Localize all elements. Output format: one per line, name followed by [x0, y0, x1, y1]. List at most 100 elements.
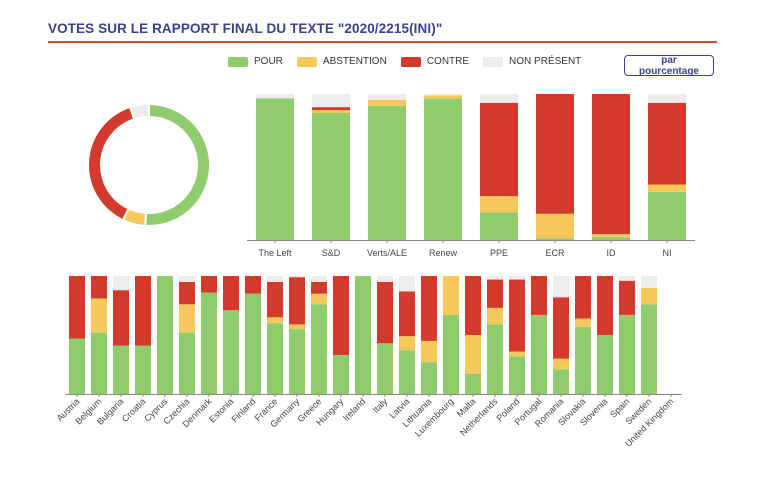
- bar-segment-estonia-contre[interactable]: [223, 276, 239, 311]
- legend-item-pour[interactable]: POUR: [228, 56, 283, 67]
- legend-item-contre[interactable]: CONTRE: [400, 56, 469, 67]
- bar-segment-italy-pour[interactable]: [377, 343, 393, 394]
- bar-segment-ni-non-present[interactable]: [648, 94, 686, 103]
- bar-segment-verts-ale-pour[interactable]: [368, 105, 406, 241]
- bar-segment-luxembourg-pour[interactable]: [443, 314, 459, 394]
- bar-segment-estonia-pour[interactable]: [223, 310, 239, 394]
- bar-segment-renew-non-present[interactable]: [424, 94, 462, 96]
- bar-segment-greece-contre[interactable]: [311, 281, 327, 294]
- bar-segment-portugal-pour[interactable]: [531, 314, 547, 394]
- bar-segment-verts-ale-abstention[interactable]: [368, 99, 406, 106]
- bar-segment-ecr-abstention[interactable]: [536, 213, 574, 239]
- bar-segment-greece-abstention[interactable]: [311, 293, 327, 305]
- bar-segment-denmark-pour[interactable]: [201, 292, 217, 394]
- bar-segment-bulgaria-non-present[interactable]: [113, 276, 129, 291]
- bar-segment-netherlands-non-present[interactable]: [487, 276, 503, 280]
- bar-segment-spain-contre[interactable]: [619, 280, 635, 315]
- bar-segment-finland-contre[interactable]: [245, 276, 261, 294]
- bar-segment-belgium-contre[interactable]: [91, 276, 107, 299]
- bar-segment-france-pour[interactable]: [267, 323, 283, 394]
- bar-segment-slovenia-pour[interactable]: [597, 335, 613, 394]
- bar-segment-belgium-abstention[interactable]: [91, 298, 107, 333]
- bar-segment-romania-contre[interactable]: [553, 297, 569, 359]
- bar-segment-slovakia-pour[interactable]: [575, 326, 591, 394]
- bar-segment-latvia-non-present[interactable]: [399, 276, 415, 292]
- bar-segment-croatia-pour[interactable]: [135, 345, 151, 394]
- bar-segment-the-left-pour[interactable]: [256, 98, 294, 240]
- bar-segment-malta-abstention[interactable]: [465, 335, 481, 374]
- bar-segment-czechia-abstention[interactable]: [179, 304, 195, 333]
- bar-segment-germany-pour[interactable]: [289, 329, 305, 394]
- bar-segment-germany-non-present[interactable]: [289, 276, 305, 278]
- bar-segment-s-d-contre[interactable]: [312, 107, 350, 111]
- bar-segment-id-pour[interactable]: [592, 237, 630, 240]
- bar-segment-lithuania-pour[interactable]: [421, 362, 437, 394]
- bar-segment-latvia-abstention[interactable]: [399, 336, 415, 351]
- bar-segment-s-d-pour[interactable]: [312, 112, 350, 240]
- bar-segment-romania-pour[interactable]: [553, 369, 569, 394]
- bar-segment-s-d-non-present[interactable]: [312, 94, 350, 108]
- bar-segment-finland-pour[interactable]: [245, 293, 261, 394]
- bar-segment-ppe-contre[interactable]: [480, 102, 518, 197]
- bar-segment-czechia-non-present[interactable]: [179, 276, 195, 282]
- bar-segment-luxembourg-abstention[interactable]: [443, 276, 459, 315]
- bar-segment-lithuania-contre[interactable]: [421, 276, 437, 341]
- bar-segment-portugal-contre[interactable]: [531, 276, 547, 315]
- bar-segment-slovakia-contre[interactable]: [575, 276, 591, 319]
- bar-segment-ppe-non-present[interactable]: [480, 94, 518, 103]
- bar-segment-netherlands-abstention[interactable]: [487, 307, 503, 325]
- bar-segment-romania-non-present[interactable]: [553, 276, 569, 298]
- bar-segment-id-contre[interactable]: [592, 94, 630, 235]
- bar-segment-hungary-contre[interactable]: [333, 276, 349, 356]
- legend-item-abstention[interactable]: ABSTENTION: [296, 56, 387, 67]
- bar-segment-czechia-contre[interactable]: [179, 281, 195, 305]
- bar-segment-greece-pour[interactable]: [311, 304, 327, 394]
- bar-segment-france-abstention[interactable]: [267, 317, 283, 324]
- bar-segment-cyprus-pour[interactable]: [157, 276, 173, 394]
- bar-segment-italy-non-present[interactable]: [377, 276, 393, 282]
- bar-segment-romania-abstention[interactable]: [553, 358, 569, 370]
- bar-segment-ecr-contre[interactable]: [536, 94, 574, 214]
- bar-segment-france-contre[interactable]: [267, 281, 283, 318]
- bar-segment-ni-contre[interactable]: [648, 102, 686, 185]
- bar-segment-germany-contre[interactable]: [289, 277, 305, 325]
- bar-segment-renew-abstention[interactable]: [424, 95, 462, 99]
- bar-segment-germany-abstention[interactable]: [289, 324, 305, 330]
- bar-segment-netherlands-pour[interactable]: [487, 324, 503, 394]
- legend-item-non-present[interactable]: NON PRÉSENT: [483, 56, 581, 67]
- bar-segment-ireland-pour[interactable]: [355, 276, 371, 394]
- bar-segment-spain-non-present[interactable]: [619, 276, 635, 281]
- bar-segment-ni-abstention[interactable]: [648, 184, 686, 192]
- bar-segment-latvia-pour[interactable]: [399, 350, 415, 394]
- bar-segment-the-left-non-present[interactable]: [256, 94, 294, 99]
- donut-slice-non-present[interactable]: [128, 102, 150, 121]
- bar-segment-lithuania-abstention[interactable]: [421, 340, 437, 363]
- bar-segment-netherlands-contre[interactable]: [487, 279, 503, 308]
- bar-segment-poland-pour[interactable]: [509, 356, 525, 394]
- bar-segment-czechia-pour[interactable]: [179, 332, 195, 394]
- bar-segment-bulgaria-pour[interactable]: [113, 345, 129, 394]
- donut-slice-contre[interactable]: [87, 105, 136, 222]
- bar-segment-ni-pour[interactable]: [648, 191, 686, 240]
- bar-segment-sweden-non-present[interactable]: [641, 276, 657, 288]
- bar-segment-ecr-pour[interactable]: [536, 238, 574, 240]
- bar-segment-bulgaria-contre[interactable]: [113, 290, 129, 346]
- bar-segment-greece-non-present[interactable]: [311, 276, 327, 282]
- bar-segment-poland-non-present[interactable]: [509, 276, 525, 280]
- bar-segment-ppe-pour[interactable]: [480, 212, 518, 240]
- bar-segment-austria-contre[interactable]: [69, 276, 85, 339]
- bar-segment-verts-ale-non-present[interactable]: [368, 94, 406, 100]
- bar-segment-sweden-abstention[interactable]: [641, 287, 657, 305]
- bar-segment-hungary-pour[interactable]: [333, 355, 349, 394]
- bar-segment-poland-abstention[interactable]: [509, 351, 525, 357]
- bar-segment-slovenia-contre[interactable]: [597, 276, 613, 335]
- bar-segment-slovakia-abstention[interactable]: [575, 318, 591, 327]
- bar-segment-id-abstention[interactable]: [592, 234, 630, 238]
- bar-segment-renew-pour[interactable]: [424, 98, 462, 240]
- bar-segment-france-non-present[interactable]: [267, 276, 283, 282]
- bar-segment-austria-pour[interactable]: [69, 338, 85, 394]
- bar-segment-poland-contre[interactable]: [509, 279, 525, 352]
- bar-segment-latvia-contre[interactable]: [399, 291, 415, 337]
- bar-segment-italy-contre[interactable]: [377, 281, 393, 344]
- bar-segment-malta-contre[interactable]: [465, 276, 481, 335]
